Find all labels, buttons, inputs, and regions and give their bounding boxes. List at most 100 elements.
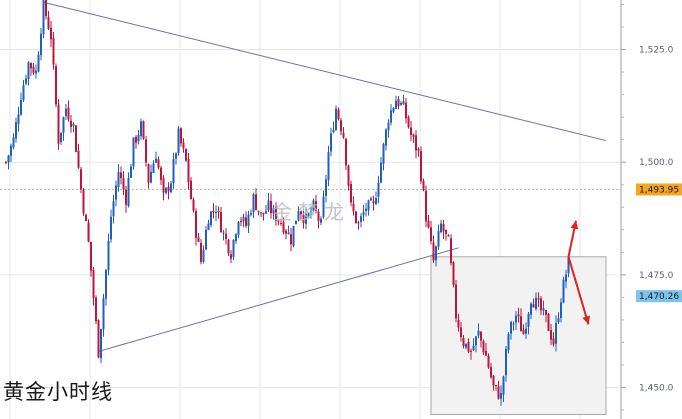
candle-body: [147, 164, 150, 183]
candle-body: [190, 180, 192, 199]
candle-body: [297, 211, 300, 221]
candle-body: [420, 151, 422, 182]
candle-body: [260, 212, 262, 214]
candle-body: [302, 215, 305, 224]
candle-body: [232, 239, 235, 258]
candle-body: [142, 121, 145, 139]
candle-body: [165, 187, 167, 193]
price-marker-badge: [636, 183, 682, 196]
candle-body: [400, 102, 402, 105]
candle-body: [17, 114, 20, 124]
chart-caption: 黄金小时线: [3, 380, 113, 404]
arrow-head: [570, 220, 579, 230]
candle-body: [380, 162, 382, 183]
candle-body: [97, 319, 100, 358]
candle-body: [150, 171, 152, 183]
candle-body: [327, 152, 330, 181]
candle-body: [37, 54, 40, 72]
candle-body: [337, 109, 340, 120]
candle-body: [455, 284, 457, 319]
candle-body: [482, 341, 485, 353]
candle-body: [205, 230, 207, 250]
candle-body: [442, 223, 445, 232]
candle-body: [275, 206, 277, 222]
candle-body: [457, 320, 460, 328]
candle-body: [120, 172, 122, 179]
candle-body: [330, 133, 332, 152]
candle-body: [192, 199, 195, 211]
candle-body: [47, 16, 50, 29]
candle-body: [230, 254, 232, 259]
candle-body: [362, 212, 365, 216]
candle-body: [492, 375, 495, 386]
candle-body: [57, 104, 60, 144]
candle-body: [10, 145, 12, 156]
candle-body: [280, 222, 282, 224]
candle-body: [287, 232, 290, 234]
trendlines: [43, 1, 607, 352]
candle-body: [162, 178, 165, 193]
candle-body: [67, 107, 70, 120]
candle-body: [375, 198, 377, 205]
candle-body: [345, 138, 347, 166]
y-tick-label: 1,525.0: [639, 46, 674, 56]
candle-body: [402, 101, 405, 105]
candle-body: [477, 330, 480, 336]
candle-body: [317, 211, 320, 221]
candle-body: [107, 240, 110, 270]
candle-body: [315, 201, 317, 211]
candle-body: [277, 220, 280, 222]
watermark: 金梦龙: [272, 200, 350, 224]
price-marker-badge: [636, 290, 682, 303]
candle-body: [352, 203, 355, 212]
candle-body: [32, 66, 35, 73]
grid: [0, 0, 621, 419]
candle-body: [350, 184, 352, 203]
candle-body: [112, 201, 115, 217]
candle-body: [242, 216, 245, 222]
candle-body: [27, 62, 30, 79]
y-tick-label: 1,450.0: [639, 383, 674, 393]
candle-body: [77, 150, 80, 168]
candle-body: [137, 134, 140, 142]
candle-body: [392, 108, 395, 112]
candle-body: [110, 216, 112, 240]
candle-body: [130, 166, 132, 178]
candle-body: [407, 116, 410, 128]
candle-body: [215, 212, 217, 214]
candle-body: [257, 210, 260, 212]
candle-body: [502, 376, 505, 395]
candle-body: [382, 143, 385, 164]
candle-body: [535, 297, 537, 310]
candle-body: [45, 0, 47, 16]
candle-body: [195, 211, 197, 238]
candle-body: [447, 235, 450, 237]
candle-body: [212, 210, 215, 212]
candle-body: [397, 98, 400, 107]
candle-body: [470, 350, 472, 352]
candle-body: [507, 333, 510, 351]
candle-body: [85, 214, 87, 222]
candle-body: [347, 165, 350, 186]
candle-body: [12, 137, 15, 148]
candle-body: [175, 153, 177, 159]
candle-body: [172, 159, 175, 184]
candle-body: [132, 137, 135, 167]
candle-body: [270, 200, 272, 214]
candle-body: [467, 342, 470, 352]
candle-body: [262, 212, 265, 215]
candle-body: [95, 297, 97, 322]
candle-body: [202, 250, 205, 262]
candle-body: [15, 122, 17, 139]
candle-body: [102, 298, 105, 330]
candle-body: [30, 62, 32, 69]
candle-body: [245, 217, 247, 226]
candle-body: [487, 355, 490, 368]
candle-body: [505, 349, 507, 376]
candle-body: [512, 323, 515, 325]
candle-body: [105, 269, 107, 299]
candle-body: [285, 230, 287, 234]
candle-body: [332, 129, 335, 133]
candle-body: [55, 66, 57, 105]
price-axis: 1,525.0 1,500.0 1,475.0 1,450.0: [621, 4, 674, 411]
